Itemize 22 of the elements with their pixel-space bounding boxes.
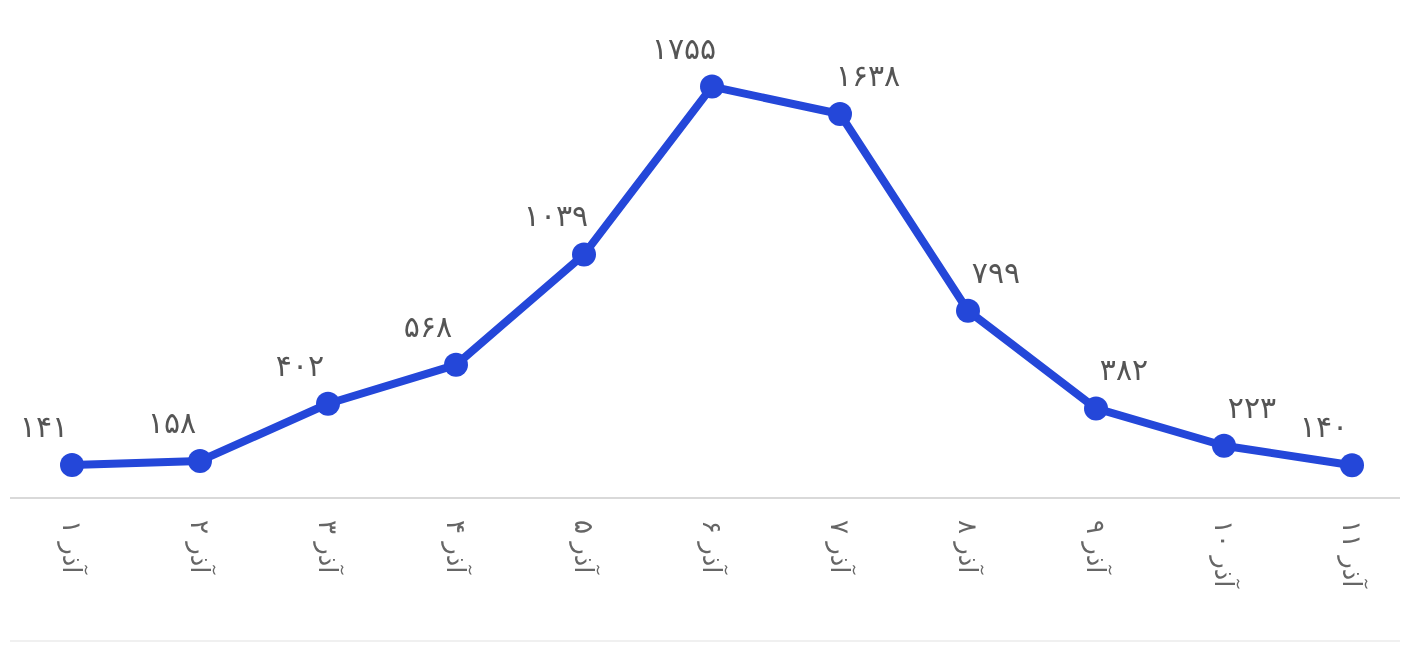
data-label: ۴۰۲ xyxy=(275,347,325,383)
x-tick: آذر ۲ xyxy=(185,520,215,574)
x-tick: آذر ۱۱ xyxy=(1337,520,1367,588)
x-tick: آذر ۶ xyxy=(697,520,727,574)
x-tick: آذر ۱ xyxy=(57,520,87,574)
x-tick: آذر ۹ xyxy=(1081,520,1111,574)
data-label: ۵۶۸ xyxy=(403,308,453,344)
data-label: ۲۲۳ xyxy=(1227,389,1277,425)
data-label: ۱۵۸ xyxy=(147,404,197,440)
x-tick: آذر ۸ xyxy=(953,520,983,574)
x-tick: آذر ۳ xyxy=(313,520,343,574)
data-label: ۱۶۳۸ xyxy=(835,58,901,94)
data-label: ۱۴۱ xyxy=(19,408,69,444)
data-label: ۳۸۲ xyxy=(1099,352,1149,388)
data-label: ۱۰۳۹ xyxy=(523,198,589,234)
x-tick: آذر ۷ xyxy=(825,520,855,574)
x-tick: آذر ۵ xyxy=(569,520,599,574)
data-label: ۱۷۵۵ xyxy=(651,30,717,66)
data-label: ۱۴۰ xyxy=(1299,409,1349,445)
data-label: ۷۹۹ xyxy=(971,254,1021,290)
x-tick: آذر ۱۰ xyxy=(1209,520,1239,588)
x-tick: آذر ۴ xyxy=(441,520,471,574)
